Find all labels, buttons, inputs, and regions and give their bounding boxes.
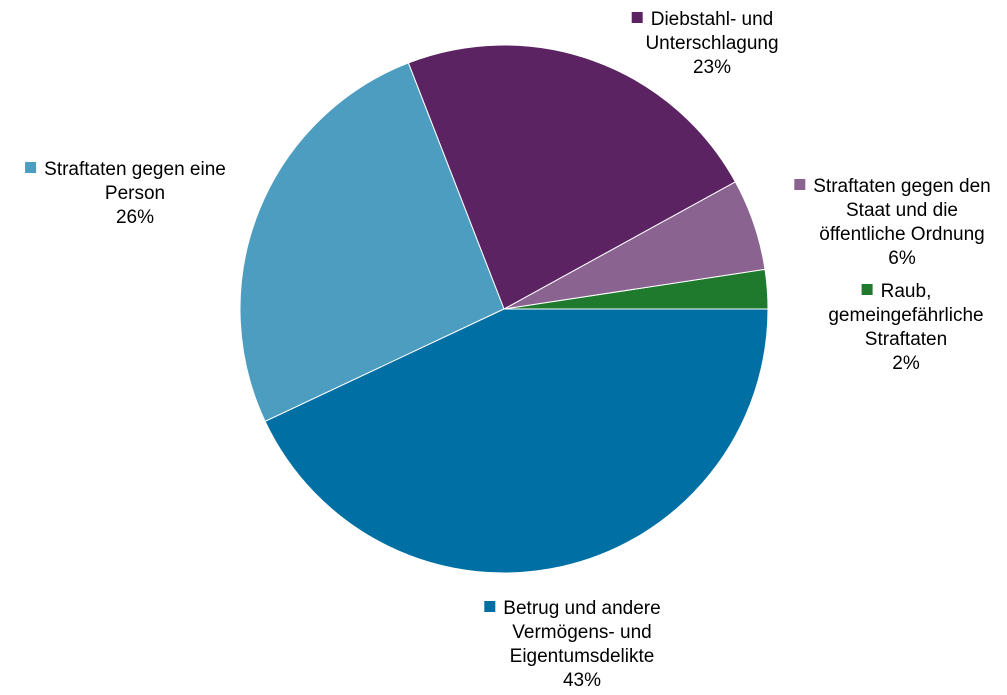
legend-swatch [25, 162, 37, 173]
slice-label-text: Straftaten [865, 329, 947, 350]
slice-percent-label: 26% [116, 207, 154, 228]
slice-label-text: gemeingefährliche [828, 305, 983, 326]
slice-label-text: Vermögens- und [512, 622, 651, 643]
slice-label: Betrug und andere Vermögens- und Eigentums… [484, 598, 661, 691]
slice-label-text: Staat und die [846, 200, 958, 221]
pie-slice [407, 44, 737, 310]
slice-label: Diebstahl- und Unterschlagung 23% [631, 9, 779, 78]
slice-label-text: Straftaten gegen den [813, 176, 990, 197]
slice-label-text: Betrug und andere [503, 598, 660, 619]
slice-labels: Raub, gemeingefährliche Straftaten 2% Straft… [25, 9, 991, 691]
slice-percent-label: 2% [892, 353, 920, 374]
slice-label-text: öffentliche Ordnung [819, 224, 985, 245]
legend-swatch [484, 601, 496, 612]
slice-label-text: Eigentumsdelikte [510, 646, 655, 667]
pie-slice [239, 62, 505, 423]
slice-label: Straftaten gegen eine Person 26% [25, 159, 226, 228]
slice-percent-label: 43% [563, 670, 601, 691]
slice-percent-label: 6% [888, 248, 916, 269]
legend-swatch [794, 179, 806, 190]
slice-label-text: Raub, [881, 281, 932, 302]
slice-label-text: Person [105, 183, 165, 204]
slice-label: Raub, gemeingefährliche Straftaten 2% [828, 281, 983, 374]
slice-label-text: Straftaten gegen eine [44, 159, 226, 180]
slice-label-text: Diebstahl- und [651, 9, 774, 30]
legend-swatch [861, 284, 873, 295]
pie-slices [239, 44, 769, 574]
legend-swatch [631, 12, 643, 23]
pie-slice [264, 308, 769, 574]
slice-percent-label: 23% [693, 57, 731, 78]
slice-label-text: Unterschlagung [645, 33, 778, 54]
slice-label: Straftaten gegen den Staat und die öffentl… [794, 176, 991, 269]
